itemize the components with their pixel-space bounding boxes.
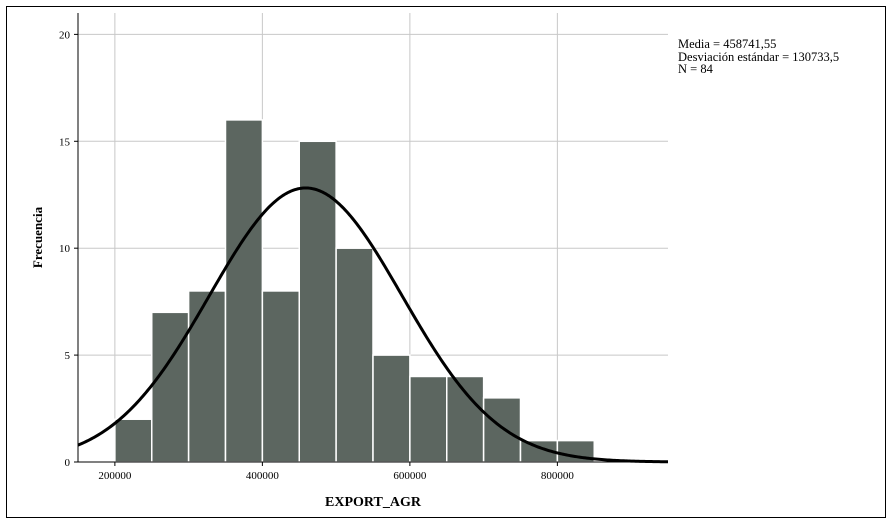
- normal-curve: [77, 186, 669, 464]
- x-tick-label: 200000: [98, 470, 132, 482]
- histogram-bar: [224, 119, 264, 463]
- histogram-bar: [114, 418, 153, 463]
- x-tick-label: 800000: [541, 470, 575, 482]
- y-axis-label: Frecuencia: [30, 206, 45, 268]
- histogram-bar: [261, 290, 300, 463]
- y-tick-labels: 0 5 10 15 20: [59, 29, 78, 469]
- y-tick-label: 20: [59, 29, 71, 41]
- y-tick-label: 15: [59, 136, 71, 148]
- y-tick-label: 0: [65, 457, 71, 469]
- histogram-bar: [151, 311, 190, 463]
- x-tick-labels: 200000 400000 600000 800000: [98, 462, 574, 482]
- histogram-bar: [446, 375, 485, 463]
- n-stat: N = 84: [678, 62, 713, 76]
- histogram-bar: [335, 247, 374, 463]
- mean-stat: Media = 458741,55: [678, 37, 777, 51]
- x-tick-label: 600000: [393, 470, 427, 482]
- x-tick-label: 400000: [246, 470, 280, 482]
- x-axis-label: EXPORT_AGR: [325, 495, 422, 510]
- stats-box: Media = 458741,55 Desviación estándar = …: [678, 38, 839, 76]
- histogram-bar: [482, 397, 522, 463]
- histogram-bar: [409, 375, 448, 463]
- y-tick-label: 10: [59, 243, 71, 255]
- y-tick-label: 5: [65, 350, 71, 362]
- axes: [77, 13, 668, 463]
- histogram-bar: [372, 354, 411, 463]
- std-stat: Desviación estándar = 130733,5: [678, 49, 840, 64]
- histogram-bar: [187, 290, 227, 463]
